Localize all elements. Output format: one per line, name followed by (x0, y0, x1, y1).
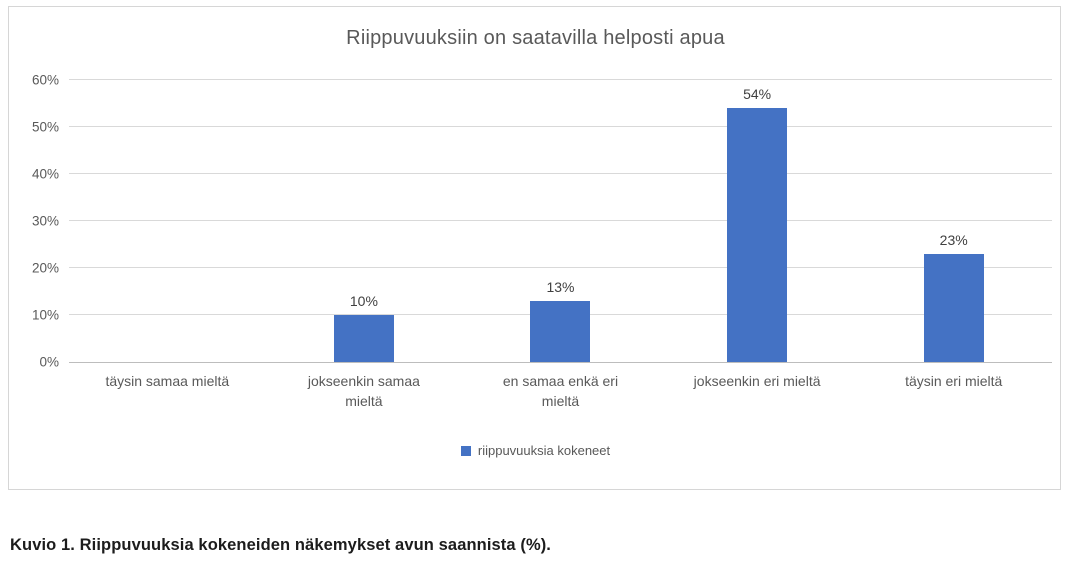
legend-swatch (460, 445, 471, 456)
plot-wrap: 0% 10% 20% 30% 40% 50% 60% 10% 13% 54% 23% (19, 73, 1052, 370)
y-axis-label: 20% (31, 260, 59, 276)
chart-title: Riippuvuuksiin on saatavilla helposti ap… (346, 27, 725, 49)
bar-column: 13% (462, 80, 659, 362)
x-axis: täysin samaa mieltä jokseenkin samaa miel… (69, 372, 1052, 411)
y-axis-label: 40% (31, 166, 59, 182)
x-axis-label: en samaa enkä eri mieltä (502, 373, 619, 409)
bar (333, 315, 394, 362)
bar-value-label: 13% (546, 278, 575, 295)
bar (923, 253, 984, 362)
legend-label: riippuvuuksia kokeneet (477, 443, 611, 459)
y-axis-label: 30% (31, 213, 59, 229)
gridline (69, 79, 1052, 80)
bar (727, 108, 788, 362)
bar-column (69, 80, 266, 362)
y-axis-label: 0% (39, 354, 59, 370)
bar-value-label: 54% (743, 86, 772, 103)
y-axis-label: 50% (31, 119, 59, 135)
plot-area: 10% 13% 54% 23% (69, 79, 1052, 363)
bar-chart: Riippuvuuksiin on saatavilla helposti ap… (8, 6, 1061, 490)
bar-column: 54% (659, 80, 856, 362)
legend: riippuvuuksia kokeneet (19, 443, 1052, 458)
x-axis-label: täysin eri mieltä (905, 373, 1003, 389)
x-axis-label: täysin samaa mieltä (105, 373, 230, 389)
bar-column: 23% (855, 80, 1052, 362)
figure-caption: Kuvio 1. Riippuvuuksia kokeneiden näkemy… (10, 536, 551, 554)
bars: 10% 13% 54% 23% (69, 80, 1052, 362)
x-axis-label: jokseenkin samaa mieltä (307, 373, 420, 409)
y-axis-label: 10% (31, 307, 59, 323)
gridline (69, 267, 1052, 268)
x-axis-label: jokseenkin eri mieltä (693, 373, 821, 389)
bar-value-label: 10% (349, 293, 378, 309)
gridline (69, 126, 1052, 127)
gridline (69, 220, 1052, 221)
y-axis-label: 60% (31, 72, 59, 88)
gridline (69, 173, 1052, 174)
y-axis: 0% 10% 20% 30% 40% 50% 60% (19, 73, 69, 370)
bar-column: 10% (266, 80, 463, 362)
bar (530, 300, 591, 362)
bar-value-label: 23% (939, 231, 968, 248)
